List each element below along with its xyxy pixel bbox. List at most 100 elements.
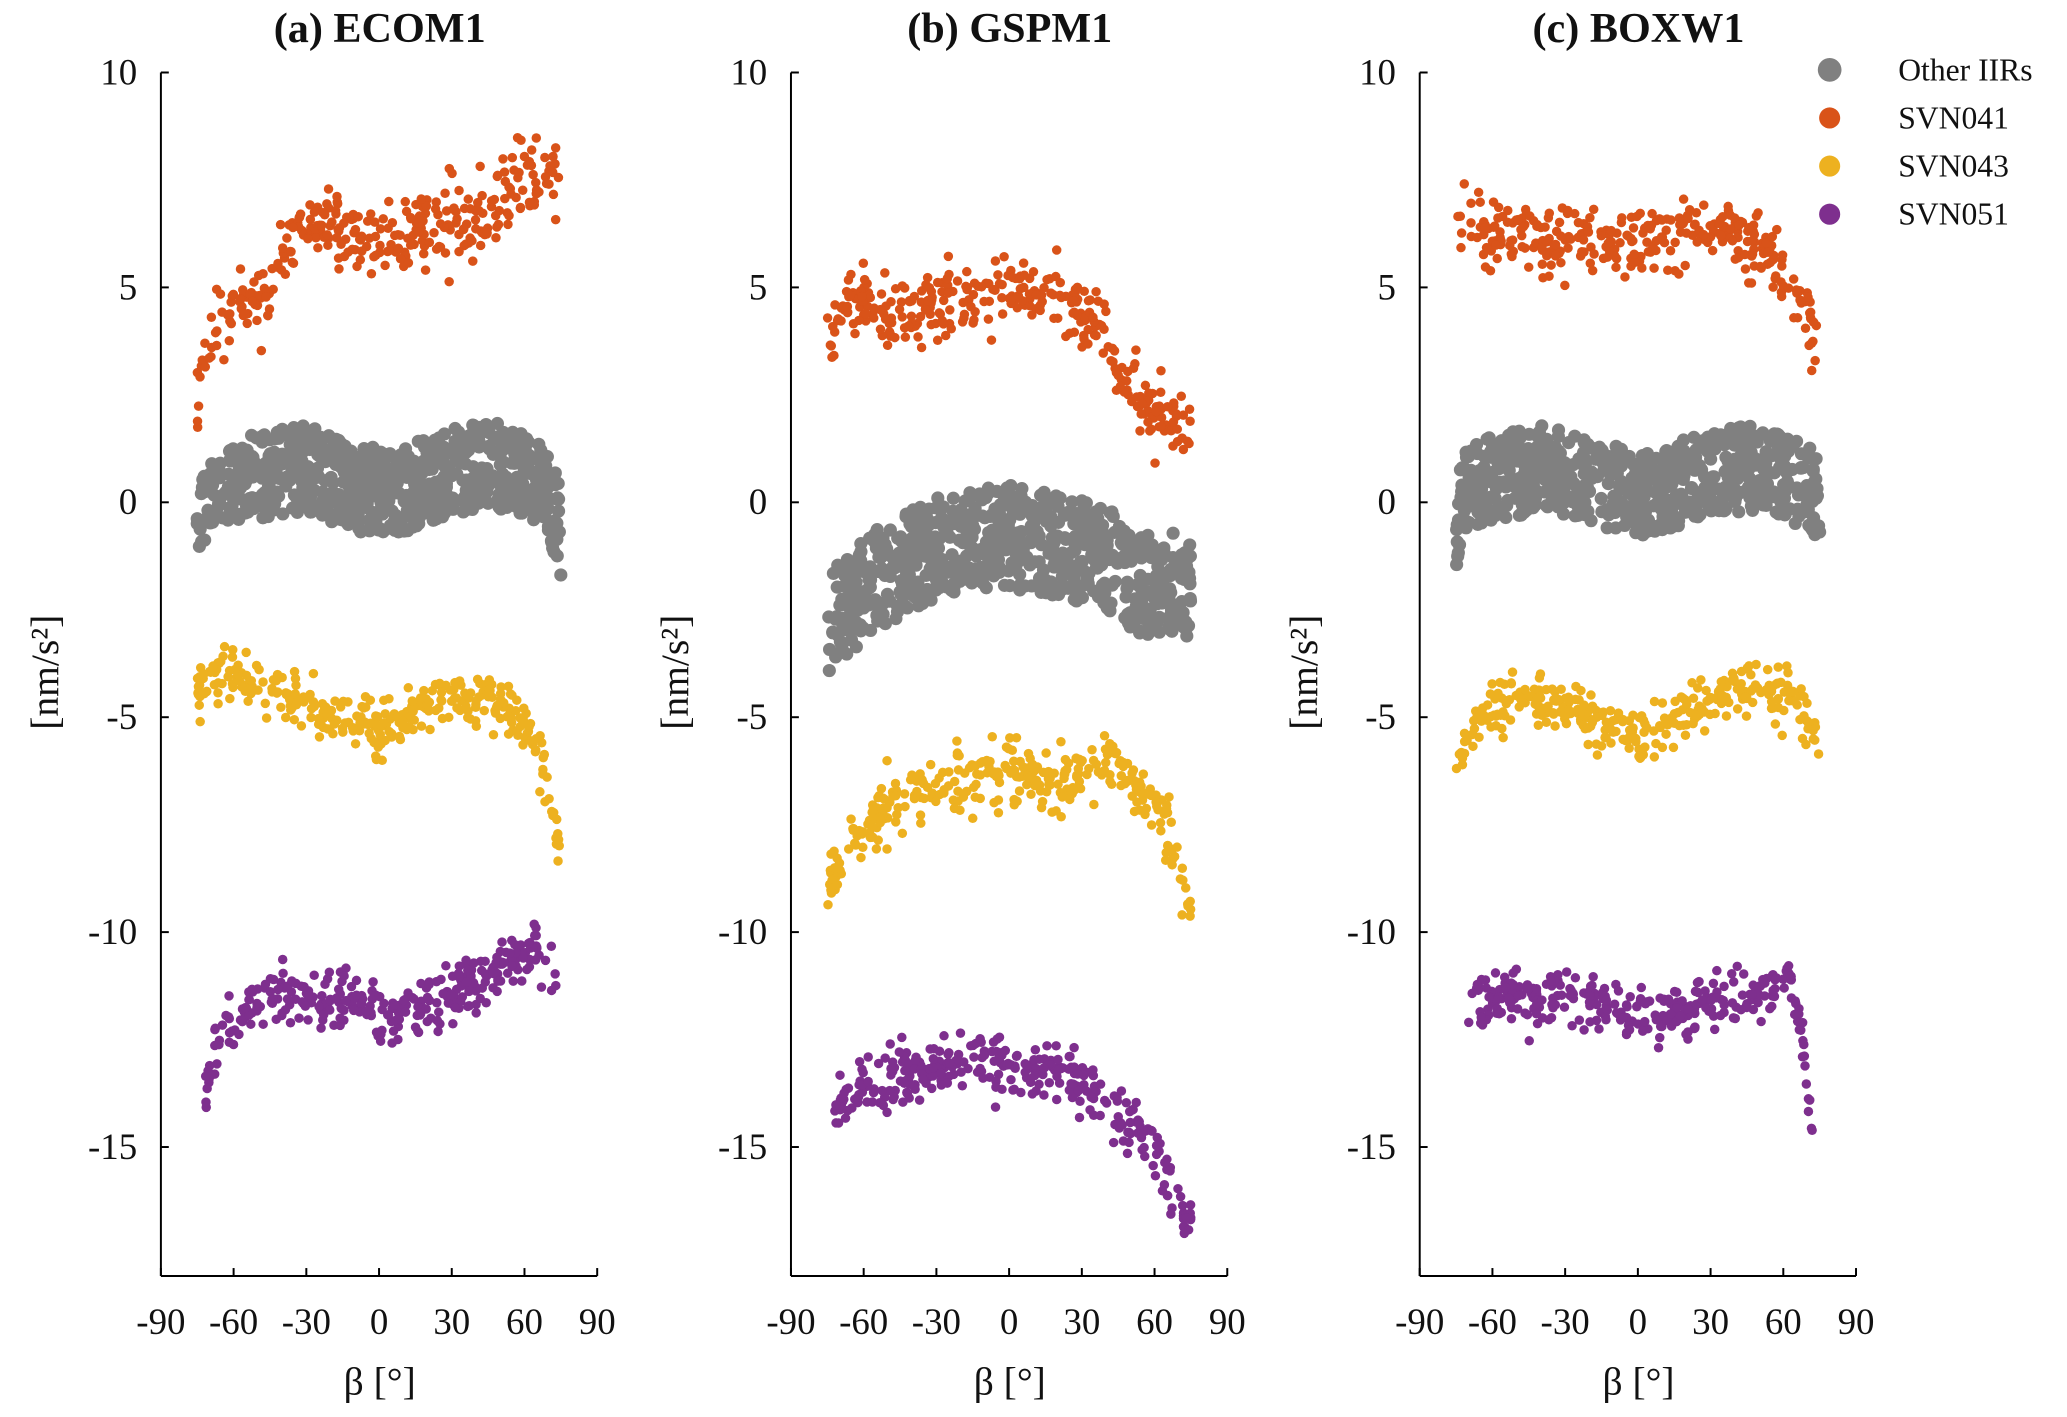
data-point bbox=[1087, 745, 1097, 755]
data-point bbox=[1673, 707, 1683, 718]
data-point bbox=[1132, 392, 1142, 402]
data-point bbox=[393, 1034, 403, 1045]
data-point bbox=[413, 1026, 423, 1037]
data-point bbox=[1795, 714, 1805, 725]
data-point bbox=[899, 507, 913, 521]
data-point bbox=[976, 509, 990, 523]
data-point bbox=[234, 676, 245, 686]
data-point bbox=[1018, 258, 1029, 268]
data-point bbox=[366, 269, 377, 279]
data-point bbox=[428, 478, 443, 493]
data-point bbox=[522, 448, 536, 462]
data-point bbox=[1737, 990, 1748, 1000]
data-point bbox=[1717, 438, 1732, 452]
data-point bbox=[1726, 461, 1740, 475]
data-point bbox=[1615, 238, 1625, 248]
data-point bbox=[1808, 725, 1818, 736]
data-point bbox=[1469, 723, 1480, 734]
data-point bbox=[912, 786, 922, 797]
data-point bbox=[897, 1032, 907, 1043]
data-point bbox=[504, 210, 514, 221]
data-point bbox=[1072, 1069, 1083, 1079]
data-point bbox=[1173, 1183, 1183, 1194]
data-point bbox=[1140, 380, 1151, 391]
data-point bbox=[1020, 1067, 1030, 1078]
data-point bbox=[482, 228, 492, 238]
data-point bbox=[999, 543, 1013, 557]
data-point bbox=[404, 456, 418, 470]
data-point bbox=[289, 666, 300, 677]
data-point bbox=[357, 441, 371, 456]
data-point bbox=[1095, 1079, 1106, 1089]
data-point bbox=[957, 317, 968, 327]
data-point bbox=[880, 268, 890, 278]
data-point bbox=[327, 217, 337, 227]
data-point bbox=[235, 264, 246, 274]
data-point bbox=[553, 856, 563, 866]
series-svn051 bbox=[200, 919, 561, 1113]
data-point bbox=[219, 641, 230, 652]
data-point bbox=[934, 773, 944, 783]
data-point bbox=[518, 953, 528, 963]
data-point bbox=[470, 215, 481, 225]
data-point bbox=[1727, 236, 1738, 246]
data-point bbox=[1485, 689, 1496, 699]
data-point bbox=[1077, 755, 1087, 766]
data-point bbox=[1172, 436, 1183, 447]
data-point bbox=[933, 514, 947, 528]
data-point bbox=[885, 1039, 895, 1049]
data-point bbox=[1680, 260, 1690, 271]
data-point bbox=[403, 683, 414, 693]
data-point bbox=[240, 309, 251, 319]
data-point bbox=[1155, 593, 1170, 607]
data-point bbox=[1710, 708, 1720, 719]
data-point bbox=[273, 258, 283, 269]
data-point bbox=[835, 1070, 845, 1080]
data-point bbox=[441, 961, 451, 971]
data-point bbox=[1115, 537, 1129, 551]
data-point bbox=[1579, 700, 1589, 710]
data-point bbox=[959, 561, 973, 575]
data-point bbox=[494, 205, 505, 216]
data-point bbox=[1510, 454, 1524, 468]
series-other-iirs bbox=[822, 479, 1198, 678]
data-point bbox=[1178, 546, 1192, 560]
data-point bbox=[272, 687, 283, 697]
data-point bbox=[454, 961, 465, 971]
data-point bbox=[1804, 521, 1819, 535]
data-point bbox=[522, 160, 533, 170]
data-point bbox=[1179, 1228, 1190, 1239]
data-point bbox=[469, 464, 483, 478]
data-point bbox=[1003, 579, 1017, 593]
data-point bbox=[1571, 681, 1581, 692]
data-point bbox=[373, 505, 387, 519]
data-point bbox=[1510, 476, 1524, 490]
data-point bbox=[894, 530, 908, 544]
data-point bbox=[1132, 797, 1142, 807]
data-point bbox=[1562, 436, 1576, 450]
data-point bbox=[993, 270, 1003, 280]
data-point bbox=[1563, 692, 1574, 703]
data-point bbox=[1656, 232, 1667, 242]
series-svn041 bbox=[192, 133, 564, 432]
data-point bbox=[1696, 675, 1706, 685]
data-point bbox=[916, 342, 927, 353]
data-point bbox=[415, 693, 426, 703]
data-point bbox=[471, 224, 481, 234]
x-tick-label: -30 bbox=[912, 1301, 961, 1342]
data-point bbox=[1588, 204, 1599, 215]
data-point bbox=[1475, 197, 1485, 207]
data-point bbox=[258, 269, 268, 279]
data-point bbox=[211, 500, 225, 514]
data-point bbox=[927, 554, 941, 568]
data-point bbox=[1150, 1171, 1161, 1181]
data-point bbox=[1459, 736, 1470, 747]
data-point bbox=[1551, 429, 1565, 444]
data-point bbox=[1082, 769, 1092, 780]
data-point bbox=[1049, 313, 1059, 324]
data-point bbox=[1177, 1200, 1188, 1211]
data-point bbox=[1649, 752, 1660, 762]
data-point bbox=[826, 888, 837, 898]
data-point bbox=[1577, 467, 1591, 481]
data-point bbox=[280, 712, 291, 723]
